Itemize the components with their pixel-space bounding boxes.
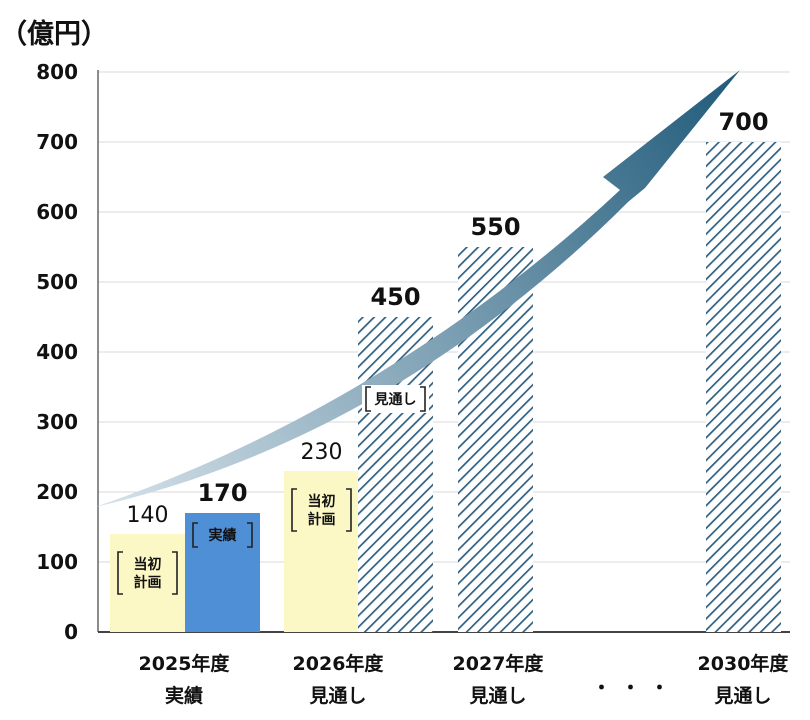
bar-value-label: 170 [197, 479, 247, 507]
bar-value-label: 700 [718, 108, 768, 136]
bar-tag-text: 計画 [134, 574, 162, 591]
bar-tag-text: 計画 [308, 511, 336, 528]
ellipsis-separator: ・・・ [592, 677, 679, 699]
y-axis-ticks: 0 100 200 300 400 500 600 700 800 [36, 60, 78, 644]
category-label-status: 実績 [165, 684, 203, 707]
y-tick-label: 700 [36, 130, 78, 154]
bar-tag: 実績 [192, 522, 253, 548]
bar-plan [110, 534, 185, 632]
y-tick-label: 0 [64, 620, 78, 644]
bars [110, 142, 781, 632]
y-axis-unit-label: （億円） [0, 19, 108, 50]
y-tick-label: 800 [36, 60, 78, 84]
bar-value-label: 230 [301, 440, 343, 465]
bar-value-label: 450 [370, 283, 420, 311]
y-tick-label: 300 [36, 410, 78, 434]
y-tick-label: 600 [36, 200, 78, 224]
bracket-left [192, 522, 198, 548]
bar-forecast [706, 142, 781, 632]
category-label-status: 見通し [714, 685, 771, 707]
bar-tag-background [362, 385, 429, 413]
category-label-year: 2026年度 [293, 652, 385, 675]
bar-tag: 見通し [362, 385, 429, 413]
bracket-right [172, 551, 178, 595]
y-tick-label: 400 [36, 340, 78, 364]
category-label-status: 見通し [469, 685, 526, 707]
bar-plan [284, 471, 359, 632]
category-label-year: 2025年度 [139, 652, 231, 675]
bracket-right [346, 488, 352, 532]
bracket-right [247, 522, 253, 548]
bar-actual [185, 513, 260, 632]
bracket-left [365, 386, 371, 412]
y-tick-label: 200 [36, 480, 78, 504]
category-label-year: 2027年度 [453, 652, 545, 675]
bar-tag-text: 実績 [209, 527, 237, 544]
bar-tag-text: 当初 [134, 556, 162, 573]
category-label-year: 2030年度 [698, 652, 790, 675]
bracket-left [291, 488, 297, 532]
y-tick-label: 100 [36, 550, 78, 574]
bar-value-label: 550 [470, 213, 520, 241]
bar-value-label: 140 [127, 503, 169, 528]
y-tick-label: 500 [36, 270, 78, 294]
grid-lines [97, 70, 790, 633]
category-label-status: 見通し [309, 685, 366, 707]
bar-tag-text: 当初 [308, 493, 336, 510]
bar-tag-text: 見通し [374, 392, 417, 408]
bracket-right [420, 386, 426, 412]
bracket-left [117, 551, 123, 595]
